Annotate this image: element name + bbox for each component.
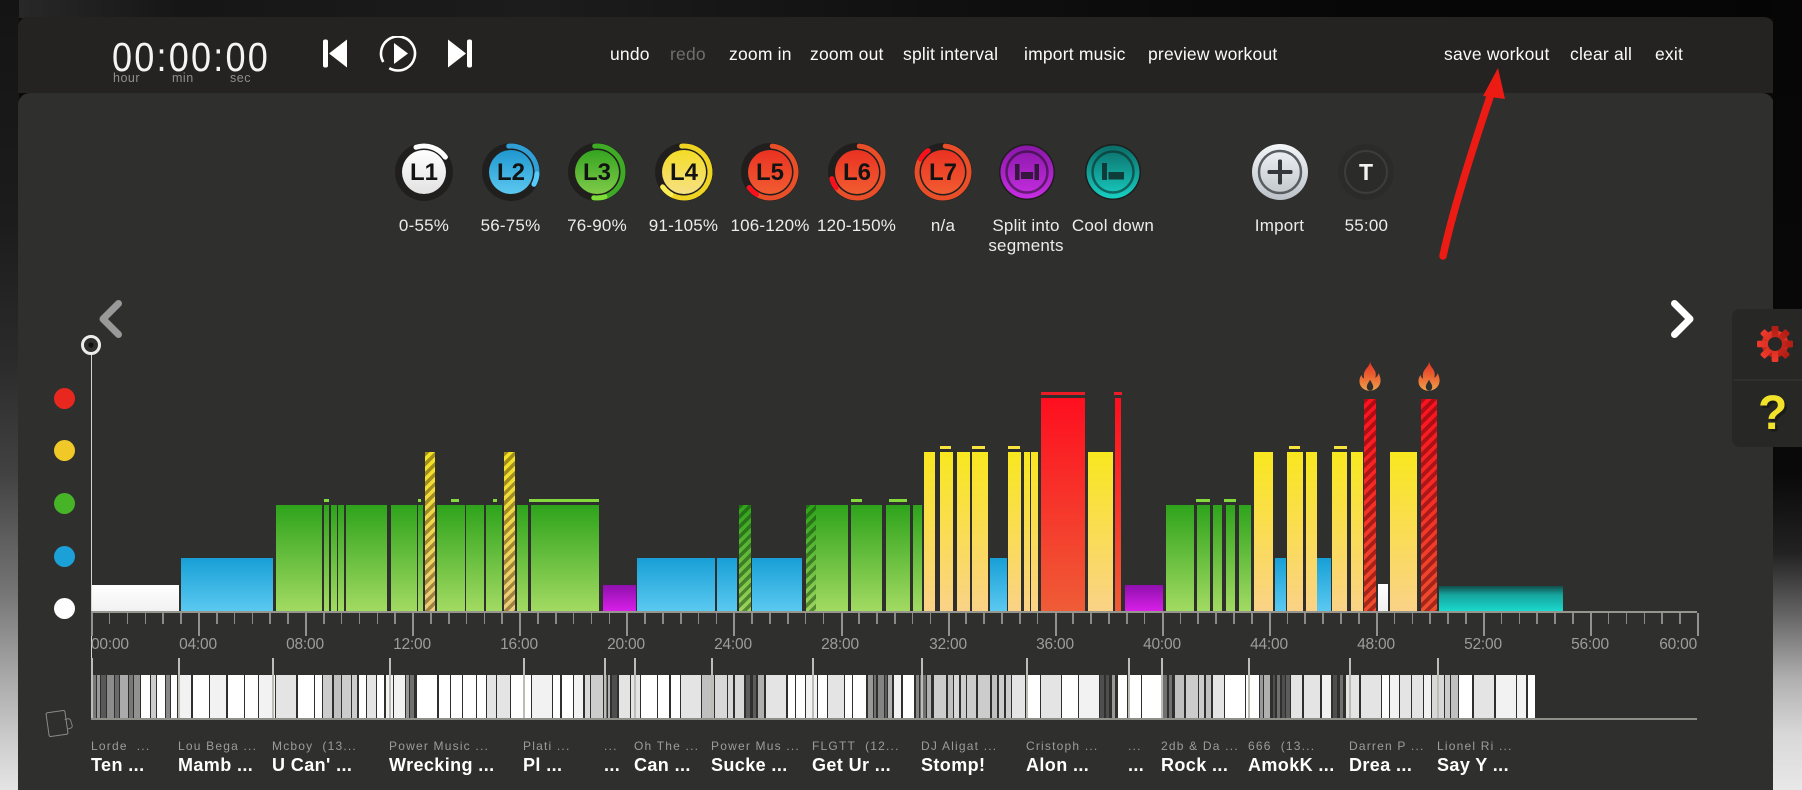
svg-text:L1: L1: [410, 159, 438, 186]
svg-text:L5: L5: [756, 159, 784, 186]
svg-text:L3: L3: [583, 159, 611, 186]
svg-text:L2: L2: [496, 159, 524, 186]
svg-text:L4: L4: [669, 159, 698, 186]
svg-text:L7: L7: [929, 159, 957, 186]
svg-text:L6: L6: [842, 159, 870, 186]
svg-text:T: T: [1359, 159, 1373, 185]
